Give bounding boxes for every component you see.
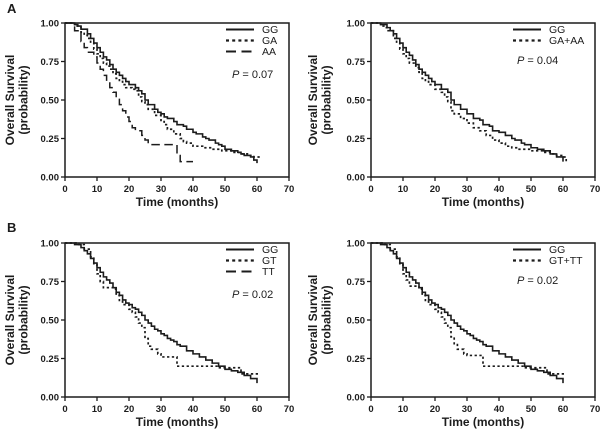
x-tick-label: 30 <box>156 184 167 195</box>
x-axis-title: Time (months) <box>136 195 218 209</box>
x-tick-label: 40 <box>188 184 199 195</box>
km-plot-panel-b-left: 0 10 20 30 40 50 60 70 1.00 0.75 0.50 0.25 0.00 Time … <box>3 239 295 430</box>
x-tick-label: 0 <box>62 404 67 415</box>
p-value: P = 0.02 <box>232 289 273 301</box>
plot-frame <box>64 22 290 178</box>
x-tick-label: 50 <box>526 404 537 415</box>
y-axis-title-line2: (probability) <box>320 65 334 134</box>
series-curve-GT+TT <box>371 242 567 375</box>
x-tick-label: 70 <box>590 184 601 195</box>
x-tick-label: 60 <box>558 184 569 195</box>
legend-label-GG: GG <box>262 244 278 256</box>
y-tick-label: 0.25 <box>41 354 60 365</box>
y-tick-label: 0.25 <box>347 354 366 365</box>
y-tick-label: 0.75 <box>347 57 366 68</box>
x-tick-label: 0 <box>368 184 373 195</box>
x-tick-label: 50 <box>220 404 231 415</box>
series-curve-GA <box>65 22 261 158</box>
x-tick-label: 20 <box>430 404 441 415</box>
x-tick-label: 10 <box>92 184 103 195</box>
legend-label-AA: AA <box>262 46 276 58</box>
y-axis-title-line1: Overall Survival <box>3 55 17 146</box>
x-tick-label: 10 <box>398 184 409 195</box>
x-tick-label: 40 <box>188 404 199 415</box>
legend-label-GT+TT: GT+TT <box>549 255 583 267</box>
y-axis-title-line1: Overall Survival <box>306 55 320 146</box>
series-curve-GG <box>65 242 258 384</box>
p-value: P = 0.02 <box>517 275 558 287</box>
x-tick-label: 10 <box>92 404 103 415</box>
km-plot-panel-a-right: 0 10 20 30 40 50 60 70 1.00 0.75 0.50 0.25 0.00 Time … <box>306 19 601 210</box>
x-tick-label: 20 <box>430 184 441 195</box>
x-axis-title: Time (months) <box>442 195 524 209</box>
series-curve-GG <box>371 242 564 384</box>
y-axis-title-line2: (probability) <box>17 65 31 134</box>
x-tick-label: 60 <box>252 184 263 195</box>
legend-label-TT: TT <box>262 266 275 278</box>
y-tick-label: 0.75 <box>41 277 60 288</box>
plot-frame <box>64 242 290 398</box>
panel-b-label: B <box>7 220 17 235</box>
y-tick-label: 0.50 <box>41 316 60 327</box>
y-tick-label: 0.50 <box>41 96 60 107</box>
y-tick-label: 1.00 <box>41 239 60 250</box>
p-value: P = 0.07 <box>232 69 273 81</box>
y-tick-label: 1.00 <box>347 239 366 250</box>
y-tick-label: 0.00 <box>41 393 60 404</box>
y-tick-label: 0.00 <box>347 173 366 184</box>
km-plot-panel-a-left: 0 10 20 30 40 50 60 70 1.00 0.75 0.50 0.25 0.00 Time … <box>3 19 295 210</box>
x-tick-label: 40 <box>494 404 505 415</box>
series-curve-GG <box>65 22 258 164</box>
y-tick-label: 0.25 <box>347 134 366 145</box>
x-axis-title: Time (months) <box>442 415 524 429</box>
y-tick-label: 0.25 <box>41 134 60 145</box>
km-plot-panel-b-right: 0 10 20 30 40 50 60 70 1.00 0.75 0.50 0.25 0.00 Time … <box>306 239 601 430</box>
legend-label-GG: GG <box>549 244 565 256</box>
legend-label-GT: GT <box>262 255 277 267</box>
x-tick-label: 60 <box>558 404 569 415</box>
legend-label-GG: GG <box>549 24 565 36</box>
x-tick-label: 40 <box>494 184 505 195</box>
x-tick-label: 70 <box>284 404 295 415</box>
y-tick-label: 1.00 <box>41 19 60 30</box>
y-tick-label: 0.75 <box>41 57 60 68</box>
x-tick-label: 30 <box>462 184 473 195</box>
y-tick-label: 0.50 <box>347 96 366 107</box>
series-curve-GG <box>371 22 564 162</box>
y-tick-label: 0.75 <box>347 277 366 288</box>
series-curve-GA+AA <box>371 22 568 164</box>
p-value: P = 0.04 <box>517 55 558 67</box>
legend-label-GA: GA <box>262 35 277 47</box>
x-tick-label: 50 <box>220 184 231 195</box>
x-tick-label: 70 <box>590 404 601 415</box>
x-tick-label: 60 <box>252 404 263 415</box>
y-tick-label: 1.00 <box>347 19 366 30</box>
x-tick-label: 20 <box>124 404 135 415</box>
y-axis-title-line1: Overall Survival <box>3 275 17 366</box>
y-axis-title-line2: (probability) <box>320 285 334 354</box>
y-axis-title-line2: (probability) <box>17 285 31 354</box>
series-curve-GT <box>65 242 261 375</box>
series-curve-AA <box>65 22 193 163</box>
x-axis-title: Time (months) <box>136 415 218 429</box>
x-tick-label: 0 <box>368 404 373 415</box>
y-tick-label: 0.00 <box>347 393 366 404</box>
legend-label-GG: GG <box>262 24 278 36</box>
y-tick-label: 0.00 <box>41 173 60 184</box>
x-tick-label: 30 <box>156 404 167 415</box>
x-tick-label: 70 <box>284 184 295 195</box>
legend-label-GA+AA: GA+AA <box>549 35 584 47</box>
x-tick-label: 10 <box>398 404 409 415</box>
x-tick-label: 30 <box>462 404 473 415</box>
y-tick-label: 0.50 <box>347 316 366 327</box>
y-axis-title-line1: Overall Survival <box>306 275 320 366</box>
x-tick-label: 20 <box>124 184 135 195</box>
x-tick-label: 50 <box>526 184 537 195</box>
panel-a-label: A <box>7 1 17 16</box>
x-tick-label: 0 <box>62 184 67 195</box>
